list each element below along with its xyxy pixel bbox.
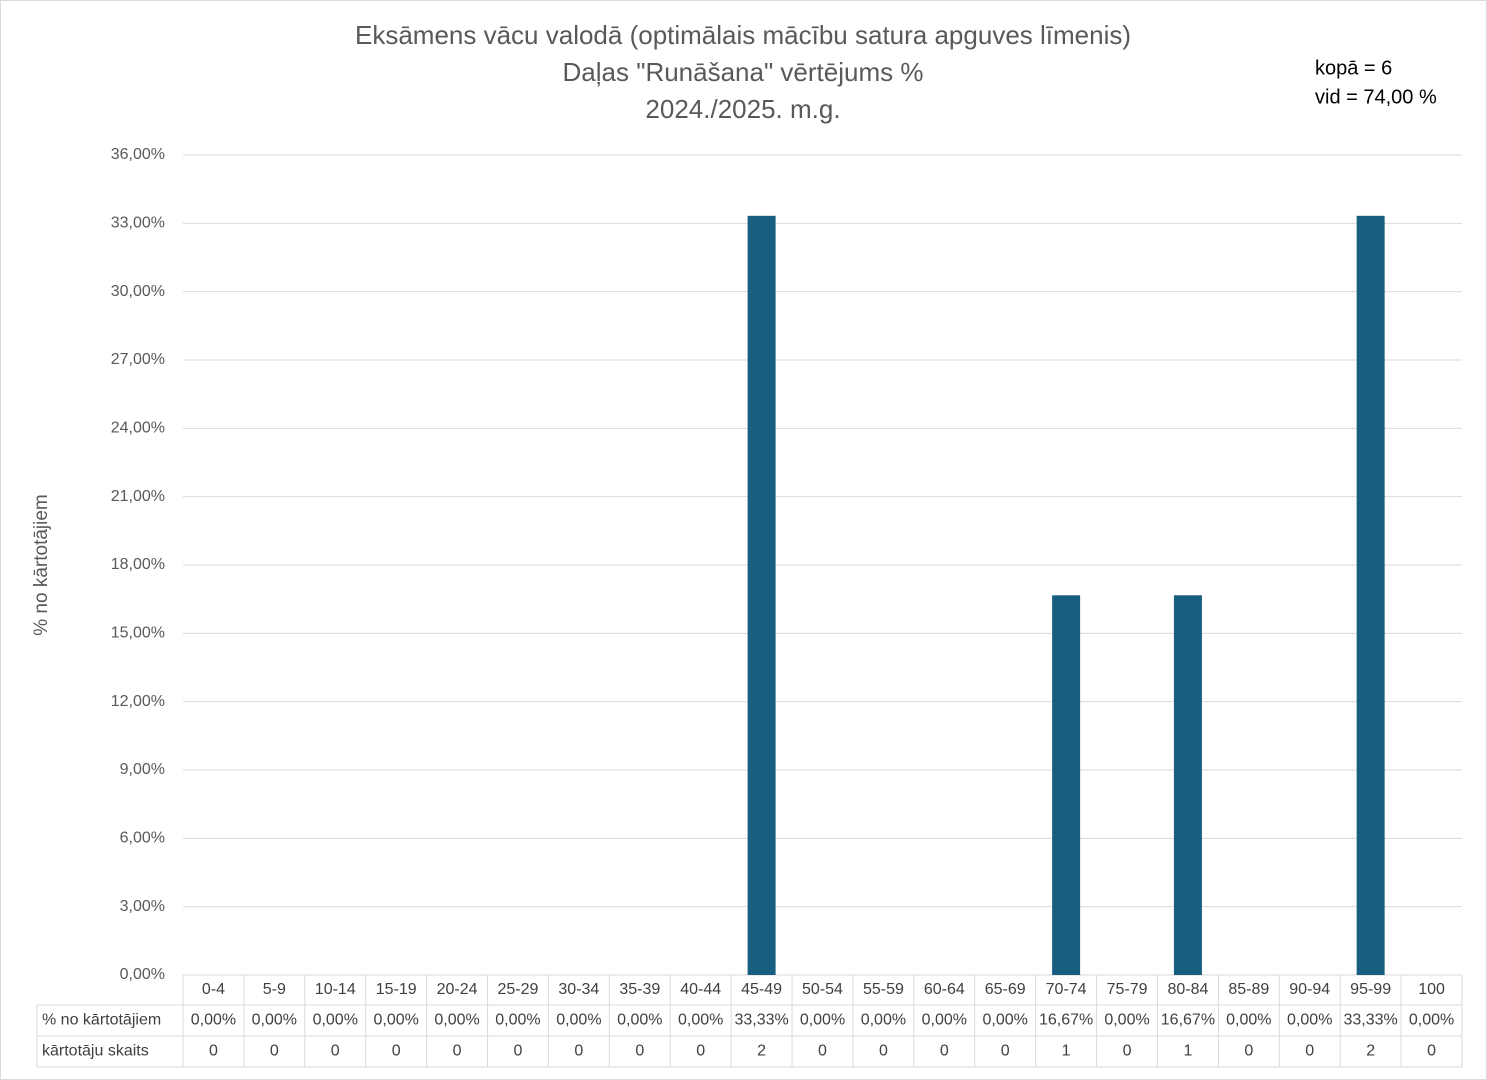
y-tick-label: 30,00% xyxy=(111,283,165,300)
data-label: 16,67% xyxy=(1161,1012,1215,1029)
x-tick-label: 15-19 xyxy=(376,981,417,998)
data-label: 33,33% xyxy=(734,1012,788,1029)
data-label: 0,00% xyxy=(252,1012,297,1029)
count-label: 0 xyxy=(514,1043,523,1060)
data-label: 0,00% xyxy=(861,1012,906,1029)
x-tick-label: 80-84 xyxy=(1167,981,1208,998)
y-tick-label: 21,00% xyxy=(111,488,165,505)
x-tick-label: 75-79 xyxy=(1107,981,1148,998)
data-label: 0,00% xyxy=(434,1012,479,1029)
y-tick-label: 33,00% xyxy=(111,215,165,232)
x-tick-label: 70-74 xyxy=(1046,981,1087,998)
x-tick-label: 0-4 xyxy=(202,981,225,998)
x-tick-label: 40-44 xyxy=(680,981,721,998)
count-label: 0 xyxy=(879,1043,888,1060)
y-tick-label: 24,00% xyxy=(111,420,165,437)
x-tick-label: 100 xyxy=(1418,981,1445,998)
count-label: 0 xyxy=(1001,1043,1010,1060)
data-label: 0,00% xyxy=(678,1012,723,1029)
chart-title: Daļas "Runāšana" vērtējums % xyxy=(563,57,924,87)
data-label: 0,00% xyxy=(1226,1012,1271,1029)
x-tick-label: 20-24 xyxy=(437,981,478,998)
count-label: 1 xyxy=(1062,1043,1071,1060)
data-label: 0,00% xyxy=(1104,1012,1149,1029)
count-label: 1 xyxy=(1183,1043,1192,1060)
count-label: 0 xyxy=(940,1043,949,1060)
y-axis-title: % no kārtotājiem xyxy=(31,494,52,636)
y-tick-label: 6,00% xyxy=(120,830,165,847)
count-label: 0 xyxy=(574,1043,583,1060)
y-tick-label: 36,00% xyxy=(111,146,165,163)
count-label: 0 xyxy=(696,1043,705,1060)
x-tick-label: 45-49 xyxy=(741,981,782,998)
table-row-label: % no kārtotājiem xyxy=(42,1012,161,1029)
x-tick-label: 35-39 xyxy=(619,981,660,998)
y-tick-label: 12,00% xyxy=(111,693,165,710)
data-label: 0,00% xyxy=(1287,1012,1332,1029)
y-tick-label: 3,00% xyxy=(120,898,165,915)
x-tick-label: 30-34 xyxy=(558,981,599,998)
x-tick-label: 55-59 xyxy=(863,981,904,998)
data-label: 16,67% xyxy=(1039,1012,1093,1029)
chart-title: Eksāmens vācu valodā (optimālais mācību … xyxy=(355,20,1131,50)
y-tick-label: 9,00% xyxy=(120,761,165,778)
count-label: 2 xyxy=(757,1043,766,1060)
count-label: 2 xyxy=(1366,1043,1375,1060)
x-tick-label: 10-14 xyxy=(315,981,356,998)
data-label: 0,00% xyxy=(1409,1012,1454,1029)
data-label: 0,00% xyxy=(556,1012,601,1029)
x-tick-label: 95-99 xyxy=(1350,981,1391,998)
bar xyxy=(747,215,776,976)
x-tick-label: 85-89 xyxy=(1228,981,1269,998)
data-label: 0,00% xyxy=(800,1012,845,1029)
bar xyxy=(1052,595,1081,975)
data-label: 0,00% xyxy=(983,1012,1028,1029)
count-label: 0 xyxy=(1123,1043,1132,1060)
annotation: kopā = 6 xyxy=(1315,57,1392,79)
data-label: 0,00% xyxy=(495,1012,540,1029)
count-label: 0 xyxy=(331,1043,340,1060)
data-label: 0,00% xyxy=(373,1012,418,1029)
x-tick-label: 25-29 xyxy=(498,981,539,998)
y-tick-label: 27,00% xyxy=(111,351,165,368)
bar xyxy=(1173,595,1202,975)
y-tick-label: 15,00% xyxy=(111,625,165,642)
x-tick-label: 5-9 xyxy=(263,981,286,998)
data-label: 33,33% xyxy=(1344,1012,1398,1029)
count-label: 0 xyxy=(1244,1043,1253,1060)
y-tick-label: 0,00% xyxy=(120,966,165,983)
count-label: 0 xyxy=(209,1043,218,1060)
x-tick-label: 60-64 xyxy=(924,981,965,998)
count-label: 0 xyxy=(1427,1043,1436,1060)
chart-title: 2024./2025. m.g. xyxy=(645,94,840,124)
annotation: vid = 74,00 % xyxy=(1315,86,1437,108)
count-label: 0 xyxy=(392,1043,401,1060)
count-label: 0 xyxy=(453,1043,462,1060)
data-label: 0,00% xyxy=(191,1012,236,1029)
data-label: 0,00% xyxy=(313,1012,358,1029)
y-tick-label: 18,00% xyxy=(111,556,165,573)
data-label: 0,00% xyxy=(617,1012,662,1029)
count-label: 0 xyxy=(1305,1043,1314,1060)
table-row-label: kārtotāju skaits xyxy=(42,1043,149,1060)
x-tick-label: 90-94 xyxy=(1289,981,1330,998)
count-label: 0 xyxy=(818,1043,827,1060)
count-label: 0 xyxy=(635,1043,644,1060)
count-label: 0 xyxy=(270,1043,279,1060)
x-tick-label: 50-54 xyxy=(802,981,843,998)
data-label: 0,00% xyxy=(922,1012,967,1029)
x-tick-label: 65-69 xyxy=(985,981,1026,998)
bar xyxy=(1356,215,1385,976)
